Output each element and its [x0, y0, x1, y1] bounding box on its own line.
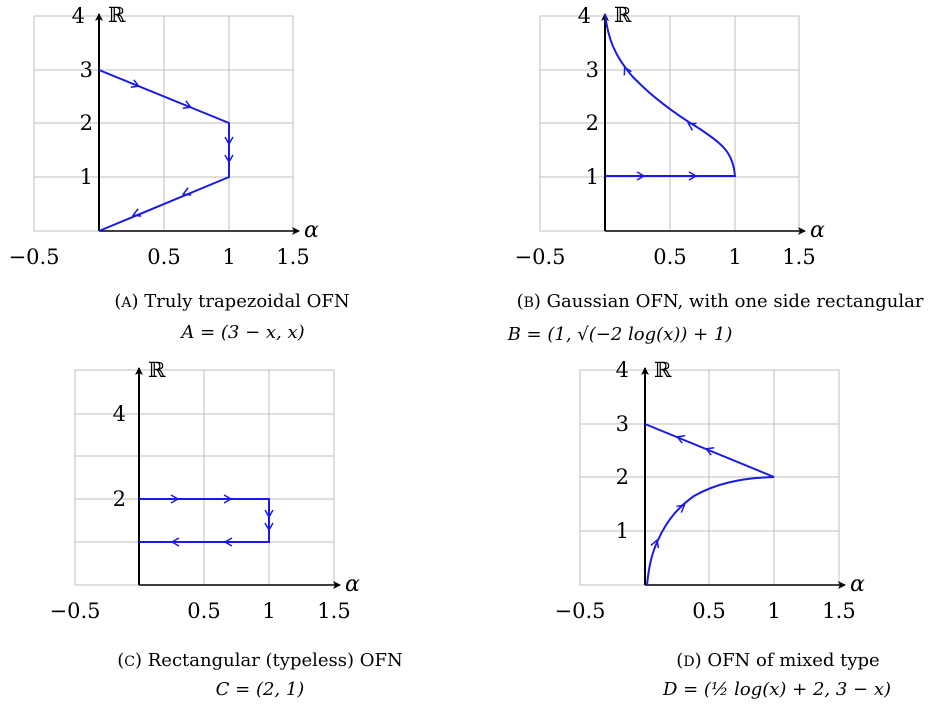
orientation-arrows-b	[623, 66, 698, 181]
x-tick-label: 1.5	[276, 245, 309, 269]
formula-b: B = (1, √(−2 log(x)) + 1)	[507, 324, 733, 345]
orientation-arrows-d	[650, 435, 715, 549]
x-tick-label: 0.5	[692, 599, 725, 623]
y-tick-label: 2	[80, 111, 93, 135]
y-tick-label: 2	[616, 465, 629, 489]
formula-a: A = (3 − x, x)	[179, 322, 304, 343]
grid-a	[33, 15, 294, 232]
caption-a: (A) Truly trapezoidal OFN	[114, 291, 349, 312]
x-tick-label: 1	[767, 599, 780, 623]
caption-c: (C) Rectangular (typeless) OFN	[117, 650, 403, 671]
x-tick-label: −0.5	[9, 245, 60, 269]
x-axis-label-b: α	[810, 218, 825, 243]
x-tick-label: 1.5	[317, 599, 350, 623]
ofn-curve-a	[98, 69, 230, 232]
y-tick-label: 2	[586, 111, 599, 135]
x-axis-label-d: α	[850, 572, 865, 597]
x-tick-label: −0.5	[515, 245, 566, 269]
panel-c: ℝ α 2 4 −0.5 0.5 1 1.5 (C) Rectangular (…	[50, 358, 403, 700]
panel-b: ℝ α 1 2 3 4 −0.5 0.5 1 1.5 (B) Gaussian …	[507, 3, 924, 345]
caption-title-c: Rectangular (typeless) OFN	[148, 650, 403, 671]
y-tick-label: 4	[578, 4, 591, 28]
x-tick-label: 0.5	[653, 245, 686, 269]
caption-tag-c: C	[124, 654, 135, 670]
ofn-curve-c	[139, 498, 270, 543]
caption-title-a: Truly trapezoidal OFN	[144, 291, 349, 312]
caption-tag-b: B	[524, 295, 534, 311]
caption-b: (B) Gaussian OFN, with one side rectangu…	[517, 291, 924, 312]
x-tick-label: 1	[222, 245, 235, 269]
y-axis-label-c: ℝ	[148, 358, 166, 382]
orientation-arrows-a	[130, 79, 234, 217]
x-tick-label: −0.5	[555, 599, 606, 623]
x-tick-label: 0.5	[147, 245, 180, 269]
x-tick-label: −0.5	[50, 599, 101, 623]
caption-title-d: OFN of mixed type	[707, 650, 879, 671]
y-tick-label: 1	[80, 165, 93, 189]
x-tick-label: 1	[262, 599, 275, 623]
y-tick-label: 4	[113, 402, 126, 426]
formula-c: C = (2, 1)	[216, 679, 305, 700]
caption-d: (D) OFN of mixed type	[676, 650, 879, 671]
x-axis-label-a: α	[304, 218, 319, 243]
orientation-arrows-c	[170, 494, 274, 547]
y-tick-label: 4	[72, 4, 85, 28]
formula-d: D = (½ log(x) + 2, 3 − x)	[662, 679, 891, 700]
x-tick-label: 1.5	[822, 599, 855, 623]
x-axis-label-c: α	[345, 572, 360, 597]
y-axis-label-a: ℝ	[108, 3, 126, 27]
grid-d	[579, 369, 840, 586]
caption-tag-d: D	[683, 654, 694, 670]
y-tick-label: 4	[616, 358, 629, 382]
y-tick-label: 3	[616, 412, 629, 436]
y-tick-label: 1	[586, 165, 599, 189]
y-tick-label: 1	[616, 519, 629, 543]
x-tick-label: 1	[728, 245, 741, 269]
y-tick-label: 2	[113, 487, 126, 511]
ofn-curve-b	[604, 13, 737, 177]
x-tick-label: 1.5	[782, 245, 815, 269]
y-tick-label: 3	[586, 58, 599, 82]
x-tick-label: 0.5	[187, 599, 220, 623]
panel-d: ℝ α 1 2 3 4 −0.5 0.5 1 1.5 (D) OFN of mi…	[555, 358, 892, 700]
y-axis-label-d: ℝ	[654, 358, 672, 382]
grid-b	[539, 15, 800, 232]
caption-tag-a: A	[120, 295, 132, 311]
y-tick-label: 3	[80, 58, 93, 82]
caption-title-b: Gaussian OFN, with one side rectangular	[547, 291, 924, 312]
panel-a: ℝ α 1 2 3 4 −0.5 0.5 1 1.5 (A) Truly tra…	[9, 3, 350, 343]
y-axis-label-b: ℝ	[614, 3, 632, 27]
